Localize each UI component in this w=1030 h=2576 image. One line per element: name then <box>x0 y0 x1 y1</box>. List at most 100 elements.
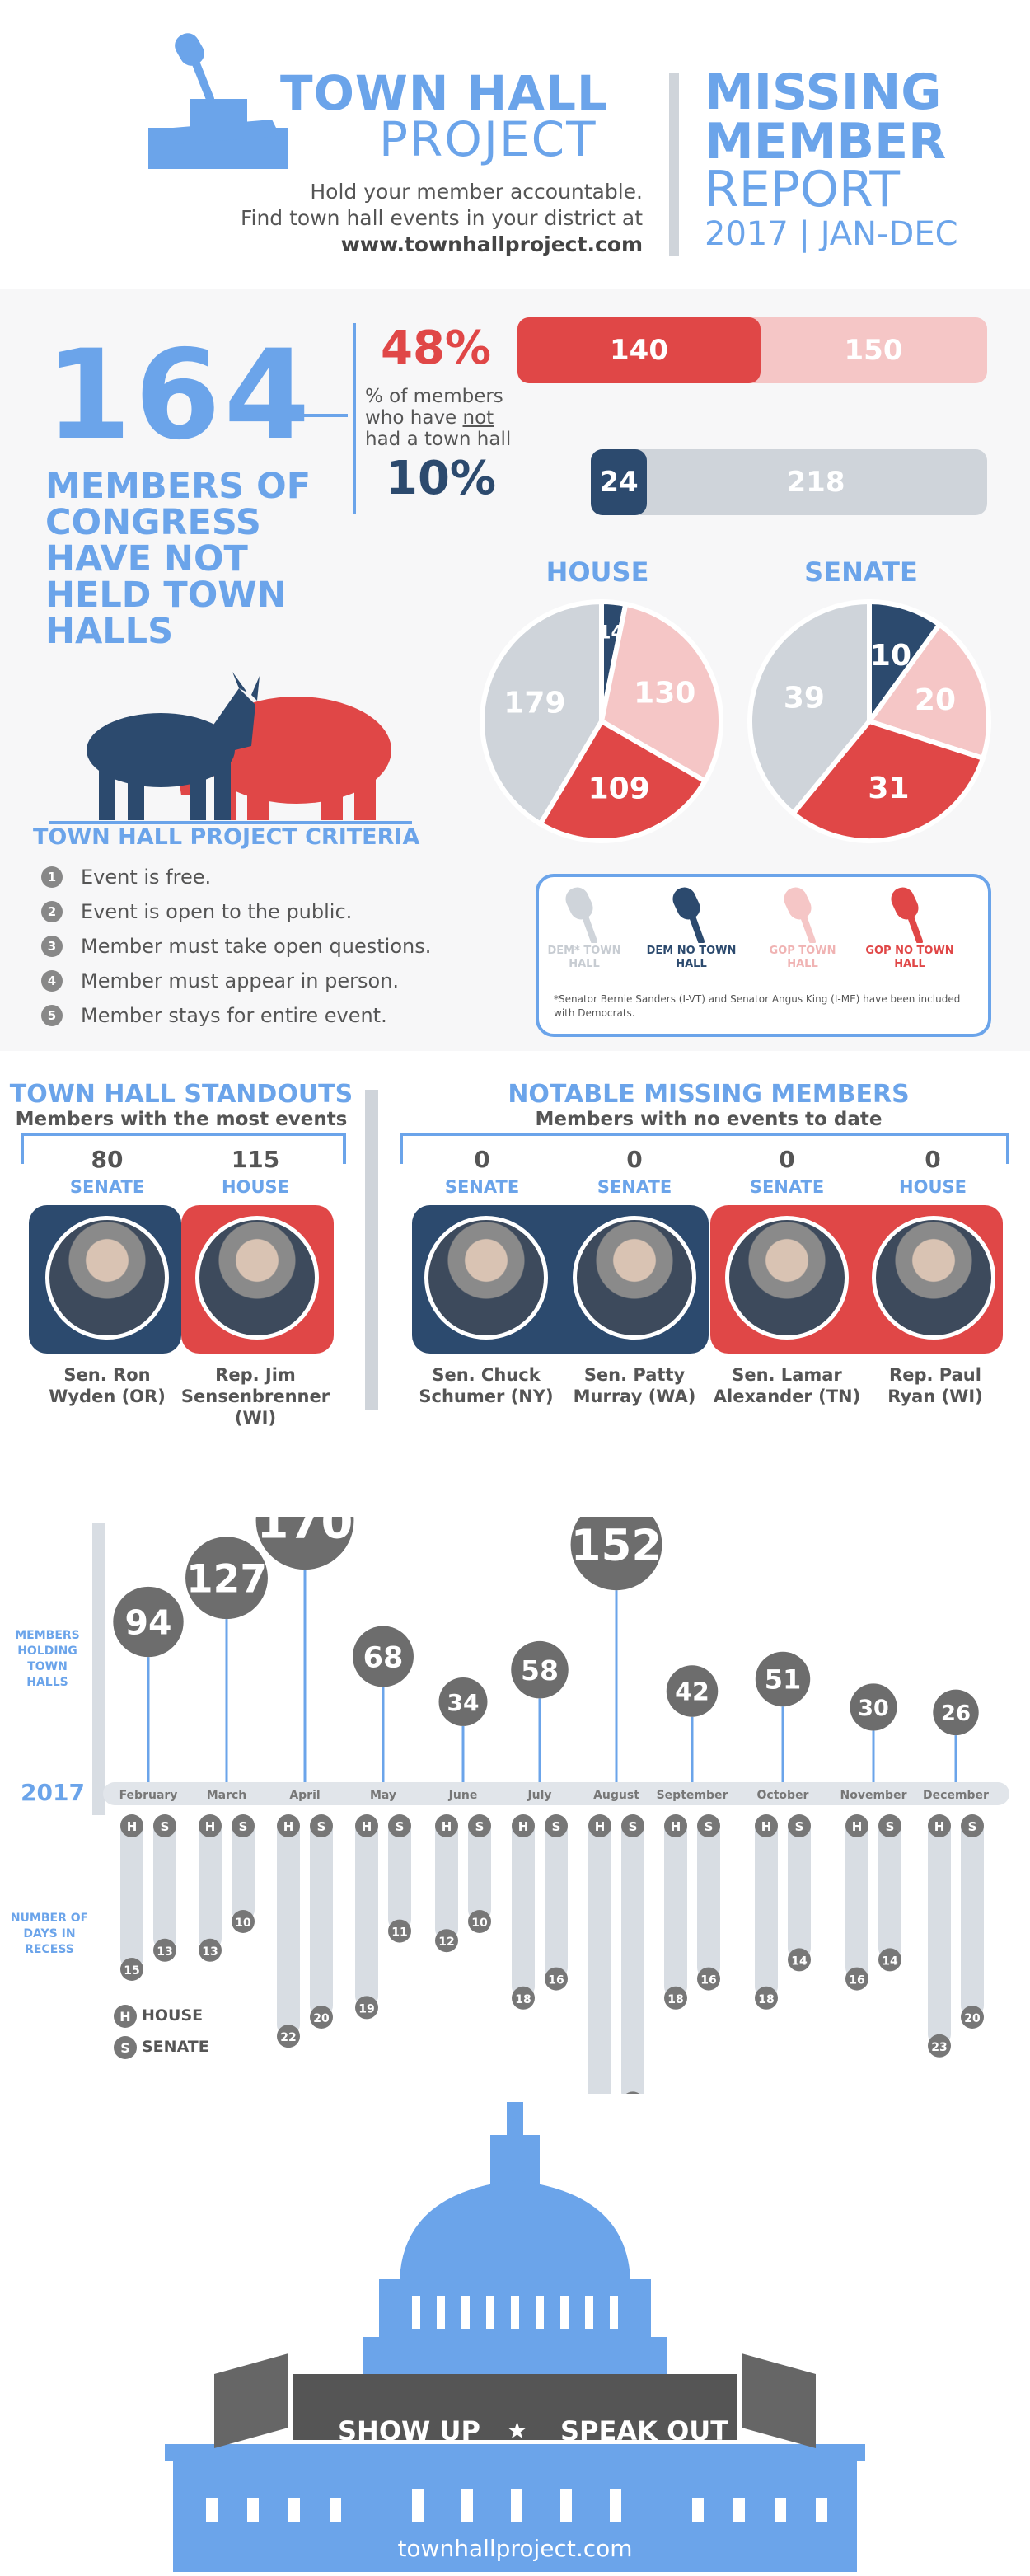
big-number: 164 <box>45 324 314 467</box>
senate-recess-badge <box>545 1814 568 1837</box>
member-bubble-label: 152 <box>571 1521 662 1571</box>
standouts-bracket <box>21 1133 346 1136</box>
legend-gop-town-hall: GOP TOWN HALL <box>769 945 836 970</box>
missing-bracket-right <box>1006 1133 1009 1164</box>
name-line: Sen. Patty <box>583 1365 686 1385</box>
senate-recess-value: 14 <box>791 1954 808 1968</box>
name-line: Sen. Ron <box>63 1365 151 1385</box>
senate-pie-slice-label-2: 31 <box>868 772 909 805</box>
month-label: November <box>840 1789 907 1802</box>
house-recess-letter: H <box>205 1819 216 1834</box>
member-bubble <box>755 1651 811 1707</box>
slogan-left: SHOW UP <box>338 2415 480 2447</box>
member-bubble <box>438 1677 488 1726</box>
gop-no-bar: 140 <box>517 317 761 383</box>
house-pie-slice-label-3: 179 <box>503 687 565 720</box>
capitol-building-icon <box>165 2102 865 2572</box>
house-recess-badge <box>277 1814 300 1837</box>
house-recess-badge <box>664 1814 687 1837</box>
missing-title: NOTABLE MISSING MEMBERS <box>508 1080 910 1109</box>
house-recess-bar <box>845 1818 868 1979</box>
senate-key-label: SENATE <box>142 2038 209 2056</box>
senate-recess-value: 16 <box>700 1974 716 1987</box>
criteria-number: 2 <box>41 901 63 922</box>
senate-recess-letter: S <box>886 1819 895 1834</box>
footer-url[interactable]: townhallproject.com <box>397 2535 633 2562</box>
criteria-text: Event is free. <box>81 866 212 889</box>
members-label: MEMBERS HOLDING TOWN HALLS <box>15 1629 80 1689</box>
name-line: Rep. Jim <box>215 1365 296 1385</box>
dem-no-bar: 24 <box>591 449 647 515</box>
house-recess-badge <box>355 1814 378 1837</box>
standout-count-sensenbrenner: 115 <box>231 1146 280 1173</box>
criteria-text: Member must appear in person. <box>81 969 400 992</box>
house-key-label: HOUSE <box>142 2006 204 2025</box>
standout-name-wyden: Sen. Ron Wyden (OR) <box>25 1364 190 1407</box>
senate-key-badge: S <box>114 2036 137 2059</box>
senate-recess-badge <box>621 1814 644 1837</box>
senate-recess-letter: S <box>705 1819 714 1834</box>
house-recess-letter: H <box>518 1819 529 1834</box>
house-recess-letter: H <box>283 1819 294 1834</box>
header-url[interactable]: www.townhallproject.com <box>340 232 643 256</box>
house-recess-badge <box>435 1814 458 1837</box>
house-recess-value-badge <box>435 1929 458 1953</box>
senate-recess-bar <box>697 1818 720 1979</box>
senate-recess-value-badge <box>878 1948 901 1972</box>
criteria-number: 1 <box>41 866 63 888</box>
senate-recess-letter: S <box>475 1819 485 1834</box>
pct-caption-2: who have <box>365 407 463 429</box>
missing-chamber-murray: SENATE <box>597 1177 672 1197</box>
house-recess-bar <box>755 1818 778 1998</box>
member-bubble <box>933 1689 979 1736</box>
house-recess-value-badge <box>199 1938 222 1962</box>
missing-chamber-schumer: SENATE <box>444 1177 520 1197</box>
house-pie-slice-2 <box>536 717 709 843</box>
pct-caption-2-row: who have not <box>365 407 511 429</box>
house-pie-slice-3 <box>480 598 604 828</box>
pct-gop: 48% <box>381 321 492 375</box>
criteria-number: 3 <box>41 936 63 957</box>
missing-subtitle: Members with no events to date <box>535 1109 883 1130</box>
slogan-right: SPEAK OUT <box>560 2415 729 2447</box>
timeline-year: 2017 <box>21 1779 85 1806</box>
month-label: May <box>370 1789 396 1802</box>
criteria-title: TOWN HALL PROJECT CRITERIA <box>33 824 420 850</box>
senate-recess-value: 10 <box>235 1917 251 1930</box>
legend-note: *Senator Bernie Sanders (I-VT) and Senat… <box>554 993 961 1019</box>
gop-no-town-hall-mic-icon <box>891 887 923 943</box>
month-label: March <box>207 1789 247 1802</box>
name-line: Sensenbrenner (WI) <box>180 1387 330 1428</box>
senate-pie-slice-label-1: 20 <box>915 683 956 717</box>
dem-bar-track <box>591 449 987 515</box>
senate-recess-badge <box>468 1814 491 1837</box>
header-divider <box>669 73 679 256</box>
senate-recess-value-badge <box>697 1967 720 1991</box>
house-recess-letter: H <box>761 1819 772 1834</box>
senate-pie-slice-label-3: 39 <box>784 682 825 716</box>
senate-recess-bar <box>878 1818 901 1960</box>
donkey-elephant-icon <box>49 672 412 824</box>
name-line: Sen. Lamar <box>732 1365 842 1385</box>
member-bubble <box>570 1517 662 1591</box>
missing-count-murray: 0 <box>626 1146 643 1173</box>
senate-pie-slice-1 <box>865 621 991 762</box>
senate-recess-bar <box>153 1818 176 1950</box>
house-recess-letter: H <box>852 1819 863 1834</box>
month-label: July <box>527 1789 551 1802</box>
gop-town-hall-mic-icon <box>784 887 816 943</box>
senate-recess-value-badge <box>961 2006 984 2029</box>
house-pie-slice-label-1: 130 <box>634 677 695 711</box>
senate-pie-slice-label-0: 10 <box>870 639 911 673</box>
missing-name-schumer: Sen. Chuck Schumer (NY) <box>404 1364 569 1407</box>
missing-chamber-ryan: HOUSE <box>899 1177 967 1197</box>
criteria-item: 1 Event is free. <box>41 866 211 889</box>
legend-gop-no-town-hall: GOP NO TOWN HALL <box>865 945 954 970</box>
house-recess-bar <box>588 1818 611 2094</box>
house-recess-badge <box>120 1814 143 1837</box>
timeline-chart: February 94 H 15 S 13 March 127 H 13 S 10 April 170 H 2… <box>113 1517 989 2094</box>
house-recess-value-badge <box>928 2034 951 2058</box>
name-line: Ryan (WI) <box>887 1387 983 1406</box>
report-line-3: REPORT <box>705 161 900 218</box>
senate-recess-value: 20 <box>964 2012 981 2025</box>
